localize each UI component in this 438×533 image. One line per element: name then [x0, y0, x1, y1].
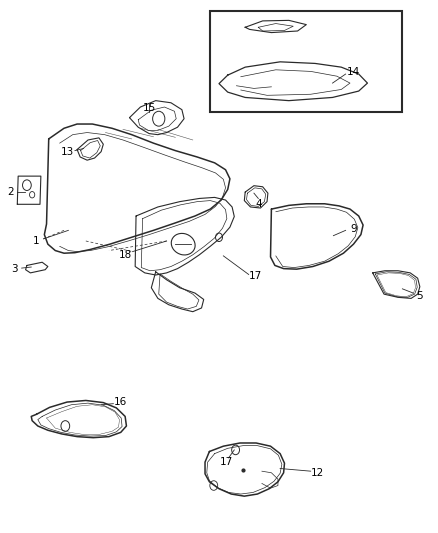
Text: 17: 17 — [249, 271, 262, 281]
Text: 3: 3 — [11, 264, 18, 274]
Text: 2: 2 — [7, 187, 14, 197]
Text: 4: 4 — [256, 199, 262, 209]
Text: 15: 15 — [142, 103, 156, 113]
Bar — [210, 11, 403, 112]
Text: 12: 12 — [311, 468, 324, 478]
Text: 13: 13 — [61, 147, 74, 157]
Text: 17: 17 — [219, 457, 233, 467]
Text: 16: 16 — [114, 397, 127, 407]
Text: 5: 5 — [417, 290, 423, 301]
Text: 1: 1 — [33, 236, 40, 246]
Text: 14: 14 — [347, 68, 360, 77]
Ellipse shape — [171, 233, 195, 255]
Text: 18: 18 — [119, 250, 132, 260]
Text: 9: 9 — [350, 224, 357, 235]
